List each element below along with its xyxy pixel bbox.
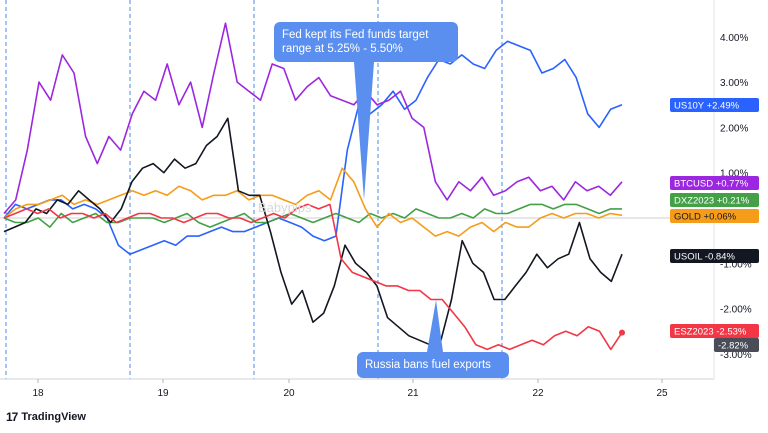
watermark: Babypips xyxy=(258,200,312,215)
event-lines xyxy=(5,0,503,379)
callout-pointers xyxy=(354,62,443,352)
x-tick-label: 25 xyxy=(656,388,668,399)
badge-dxz2023: DXZ2023 +0.21% xyxy=(670,193,759,207)
y-tick-label: 3.00% xyxy=(720,78,748,89)
price-badges: US10Y +2.49% BTCUSD +0.77% DXZ2023 +0.21% G… xyxy=(670,98,759,352)
badge-usoil: USOIL -0.84% xyxy=(670,249,759,263)
fed-callout-text: Fed kept its Fed funds target range at 5… xyxy=(282,29,429,55)
badge-extra: -2.82% xyxy=(714,338,759,352)
series-line-usoil xyxy=(3,117,623,346)
russia-callout-text: Russia bans fuel exports xyxy=(365,359,491,371)
badge-btcusd-text: BTCUSD +0.77% xyxy=(674,179,749,190)
y-tick-label: -3.00% xyxy=(720,350,752,361)
y-tick-label: 2.00% xyxy=(720,123,748,134)
badge-gold-text: GOLD +0.06% xyxy=(674,212,737,223)
x-tick-label: 21 xyxy=(407,388,419,399)
x-tick-label: 19 xyxy=(157,388,169,399)
badge-us10y: US10Y +2.49% xyxy=(670,98,759,112)
y-tick-label: -2.00% xyxy=(720,305,752,316)
fed-callout: Fed kept its Fed funds target range at 5… xyxy=(274,22,458,62)
fed-callout-pointer xyxy=(354,62,374,200)
series-line-esz2023 xyxy=(3,203,623,351)
series-line-dxz2023 xyxy=(3,203,622,228)
y-tick-label: 1.00% xyxy=(720,169,748,180)
y-axis-ticks: 4.00% 3.00% 2.00% 1.00% -1.00% -2.00% -3.00% xyxy=(720,33,752,361)
tradingview-logo-text: TradingView xyxy=(21,411,86,423)
badge-esz2023-text: ESZ2023 -2.53% xyxy=(674,327,747,338)
x-tick-label: 20 xyxy=(283,388,295,399)
tradingview-logo-icon: 17 xyxy=(6,410,18,424)
badge-us10y-text: US10Y +2.49% xyxy=(674,101,740,112)
y-tick-label: -1.00% xyxy=(720,259,752,270)
badge-esz2023: ESZ2023 -2.53% xyxy=(670,324,759,338)
tradingview-logo[interactable]: 17 TradingView xyxy=(6,410,86,424)
badge-btcusd: BTCUSD +0.77% xyxy=(670,176,759,190)
y-tick-label: 4.00% xyxy=(720,33,748,44)
series-line-btcusd xyxy=(3,22,623,215)
x-tick-label: 22 xyxy=(532,388,544,399)
russia-callout: Russia bans fuel exports xyxy=(357,352,509,378)
badge-gold: GOLD +0.06% xyxy=(670,209,759,223)
x-axis-ticks: 18 19 20 21 22 25 xyxy=(32,379,668,399)
series-line-gold xyxy=(3,167,623,237)
x-tick-label: 18 xyxy=(32,388,44,399)
series-end-dot-esz2023 xyxy=(619,329,625,336)
series-lines xyxy=(3,22,625,351)
badge-extra-text: -2.82% xyxy=(718,341,749,352)
badge-dxz2023-text: DXZ2023 +0.21% xyxy=(674,196,750,207)
russia-callout-pointer xyxy=(427,300,443,352)
badge-usoil-text: USOIL -0.84% xyxy=(674,252,735,263)
